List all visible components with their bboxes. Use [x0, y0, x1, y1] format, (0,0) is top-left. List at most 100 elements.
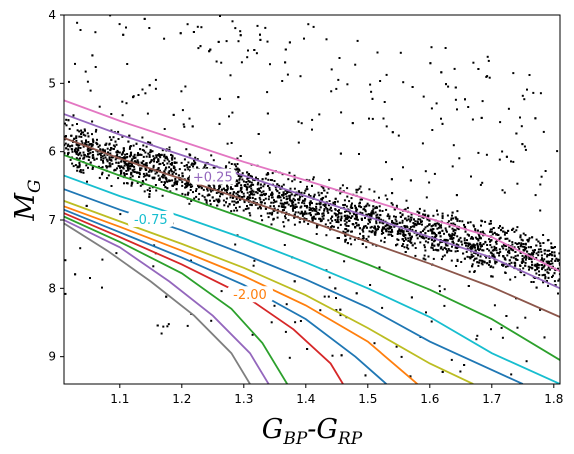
scatter-point — [434, 224, 437, 227]
scatter-point — [348, 216, 351, 219]
scatter-point — [440, 226, 443, 229]
contour-label-1: +0.25 — [193, 171, 233, 186]
scatter-point — [319, 220, 322, 223]
scatter-point — [277, 196, 280, 199]
scatter-point — [434, 222, 437, 225]
scatter-point — [508, 239, 511, 242]
scatter-point — [529, 257, 532, 260]
scatter-point — [247, 207, 250, 210]
scatter-point — [451, 165, 454, 168]
scatter-point — [126, 153, 129, 155]
scatter-point — [410, 235, 413, 238]
scatter-point — [493, 248, 496, 251]
scatter-point — [504, 231, 507, 234]
scatter-point — [364, 209, 367, 212]
scatter-point — [236, 201, 239, 204]
scatter-point — [387, 227, 390, 230]
scatter-point — [170, 153, 172, 156]
scatter-point — [312, 195, 315, 198]
scatter-point — [184, 193, 187, 196]
scatter-point — [68, 127, 71, 130]
scatter-point — [380, 218, 382, 221]
scatter-point — [503, 244, 506, 247]
scatter-point — [353, 213, 356, 216]
scatter-point — [519, 270, 522, 273]
scatter-point — [387, 233, 390, 236]
scatter-point — [353, 238, 356, 241]
scatter-point — [239, 34, 242, 37]
scatter-point — [489, 228, 492, 231]
scatter-point — [397, 232, 400, 235]
scatter-point — [378, 205, 381, 208]
scatter-point — [537, 264, 540, 266]
scatter-point — [424, 240, 427, 243]
scatter-point — [148, 155, 151, 158]
scatter-point — [246, 197, 248, 200]
scatter-point — [491, 254, 494, 257]
scatter-point — [513, 261, 516, 264]
scatter-point — [225, 189, 228, 191]
scatter-point — [471, 265, 474, 268]
scatter-point — [375, 222, 378, 225]
scatter-point — [454, 216, 457, 219]
scatter-point — [87, 147, 90, 149]
scatter-point — [237, 171, 239, 174]
scatter-point — [249, 174, 252, 177]
scatter-point — [439, 241, 442, 244]
scatter-point — [334, 197, 337, 200]
scatter-point — [508, 246, 511, 249]
scatter-point — [104, 151, 106, 154]
scatter-point — [148, 154, 151, 157]
scatter-point — [519, 234, 522, 237]
scatter-point — [293, 194, 296, 197]
scatter-point — [160, 175, 163, 178]
scatter-point — [425, 236, 428, 239]
scatter-point — [492, 227, 495, 229]
scatter-point — [142, 160, 145, 163]
scatter-point — [69, 145, 71, 148]
scatter-point — [191, 125, 194, 128]
scatter-point — [102, 157, 105, 160]
scatter-point — [486, 75, 489, 78]
isochrone-line-4 — [64, 154, 560, 361]
scatter-point — [521, 254, 524, 257]
scatter-point — [122, 33, 125, 36]
scatter-point — [479, 248, 482, 251]
scatter-point — [524, 258, 527, 261]
scatter-point — [324, 203, 327, 206]
scatter-point — [346, 187, 349, 190]
scatter-point — [238, 181, 241, 184]
scatter-point — [189, 169, 192, 172]
scatter-point — [318, 194, 321, 197]
scatter-point — [252, 183, 255, 186]
scatter-point — [510, 248, 513, 251]
scatter-point — [362, 230, 365, 233]
scatter-point — [344, 240, 347, 243]
scatter-point — [74, 148, 77, 151]
scatter-point — [309, 200, 312, 203]
scatter-point — [272, 201, 275, 204]
scatter-point — [68, 80, 70, 83]
scatter-point — [359, 211, 362, 214]
scatter-point — [82, 133, 85, 136]
scatter-point — [385, 228, 387, 231]
scatter-point — [366, 214, 369, 217]
scatter-point — [346, 83, 349, 86]
scatter-point — [382, 231, 385, 234]
scatter-point — [493, 304, 496, 307]
scatter-point — [303, 37, 305, 40]
scatter-point — [237, 40, 240, 43]
scatter-point — [121, 100, 124, 103]
scatter-point — [150, 170, 153, 173]
scatter-point — [395, 345, 398, 348]
scatter-point — [533, 264, 536, 267]
scatter-point — [441, 255, 444, 258]
scatter-point — [547, 284, 549, 287]
scatter-point — [437, 223, 440, 226]
scatter-point — [305, 188, 308, 191]
scatter-point — [360, 217, 363, 220]
scatter-point — [335, 309, 338, 312]
scatter-point — [89, 89, 92, 92]
scatter-point — [325, 38, 328, 41]
scatter-point — [350, 197, 353, 200]
